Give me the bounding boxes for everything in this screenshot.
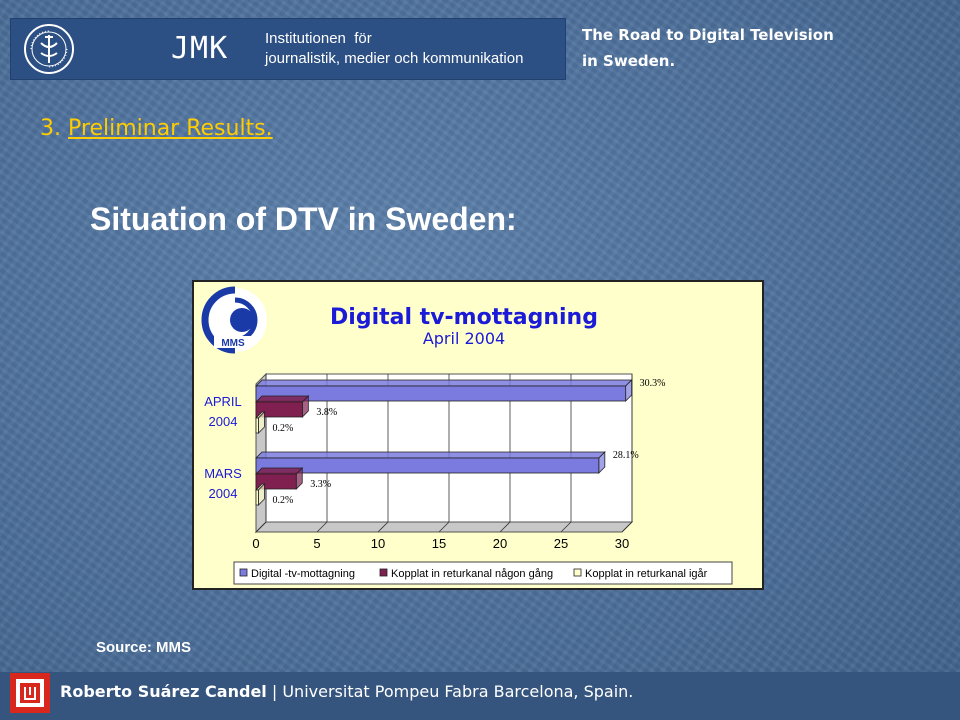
data-label: 3.3% <box>310 479 331 490</box>
bar-top-face <box>255 451 606 459</box>
presentation-title-line-2: in Sweden. <box>582 52 676 70</box>
x-tick-label: 5 <box>313 536 320 551</box>
gridline-floor <box>377 521 389 533</box>
category-label: APRIL <box>204 394 242 409</box>
chart-subtitle: April 2004 <box>423 329 505 348</box>
x-tick-label: 20 <box>493 536 507 551</box>
section-link[interactable]: Preliminar Results. <box>68 116 273 141</box>
bar <box>255 401 303 418</box>
stockholm-university-seal-icon <box>24 24 74 74</box>
data-label: 3.8% <box>316 407 337 418</box>
slide-title: Situation of DTV in Sweden: <box>90 201 517 237</box>
presentation-title: The Road to Digital Television in Sweden… <box>582 22 834 74</box>
institution-line-2: journalistik, medier och kommunikation <box>265 50 524 67</box>
chart-title: Digital tv-mottagning <box>330 305 598 330</box>
bar <box>255 417 259 434</box>
legend-label: Kopplat in returkanal någon gång <box>391 568 553 580</box>
x-tick-label: 0 <box>252 536 259 551</box>
legend-swatch <box>379 568 388 577</box>
section-number: 3. <box>40 116 61 141</box>
institution-name: Institutionen för journalistik, medier o… <box>265 29 523 69</box>
upf-logo-icon <box>10 673 50 713</box>
footer-separator: | <box>266 682 283 701</box>
chart-legend: Digital -tv-mottagning Kopplat in returka… <box>233 561 733 585</box>
jmk-banner: JMK Institutionen för journalistik, medi… <box>10 18 566 80</box>
bar <box>255 385 627 402</box>
bar-top-face <box>255 395 310 403</box>
source-note: Source: MMS <box>96 639 192 656</box>
plot-area: 0 5 10 15 20 25 30 APRIL 2004 MARS 2004 30.3% 28.1% 3… <box>204 372 666 551</box>
gridline-floor <box>255 521 267 533</box>
gridline-floor <box>621 521 633 533</box>
footer-author: Roberto Suárez Candel <box>60 682 267 701</box>
bar-top-face <box>255 467 304 475</box>
legend-swatch <box>573 568 582 577</box>
institution-line-1: Institutionen för <box>265 30 372 47</box>
x-tick-label: 25 <box>554 536 568 551</box>
footer-credit: Roberto Suárez Candel | Universitat Pomp… <box>60 682 633 701</box>
gridline-floor <box>316 521 328 533</box>
bar <box>255 457 600 474</box>
gridline-floor <box>499 521 511 533</box>
data-label: 30.3% <box>640 378 666 389</box>
legend-swatch <box>239 568 248 577</box>
data-label: 0.2% <box>272 495 293 506</box>
footer-affiliation: Universitat Pompeu Fabra Barcelona, Spai… <box>282 682 634 701</box>
presentation-title-line-1: The Road to Digital Television <box>582 26 834 44</box>
jmk-logo-text: JMK <box>171 31 229 66</box>
mms-logo: MMS <box>201 286 267 354</box>
section-heading: 3. Preliminar Results. <box>40 116 273 141</box>
category-label: MARS <box>204 466 242 481</box>
x-tick-label: 30 <box>615 536 629 551</box>
bar-top-face <box>255 379 633 387</box>
x-tick-label: 10 <box>371 536 385 551</box>
category-label: 2004 <box>209 486 238 501</box>
bar <box>255 489 259 506</box>
data-label: 0.2% <box>272 423 293 434</box>
bar <box>255 473 297 490</box>
category-label: 2004 <box>209 414 238 429</box>
mms-logo-text: MMS <box>221 338 245 349</box>
gridline-floor <box>560 521 572 533</box>
legend-label: Digital -tv-mottagning <box>251 568 355 580</box>
x-tick-label: 15 <box>432 536 446 551</box>
legend-label: Kopplat in returkanal igår <box>585 568 708 580</box>
legend-box <box>233 561 733 585</box>
chart-container: MMS Digital tv-mottagning April 2004 0 5 1… <box>192 280 764 590</box>
bar-chart: MMS Digital tv-mottagning April 2004 0 5 1… <box>201 286 733 585</box>
data-label: 28.1% <box>613 450 639 461</box>
gridline-floor <box>438 521 450 533</box>
footer-bar <box>0 672 960 720</box>
